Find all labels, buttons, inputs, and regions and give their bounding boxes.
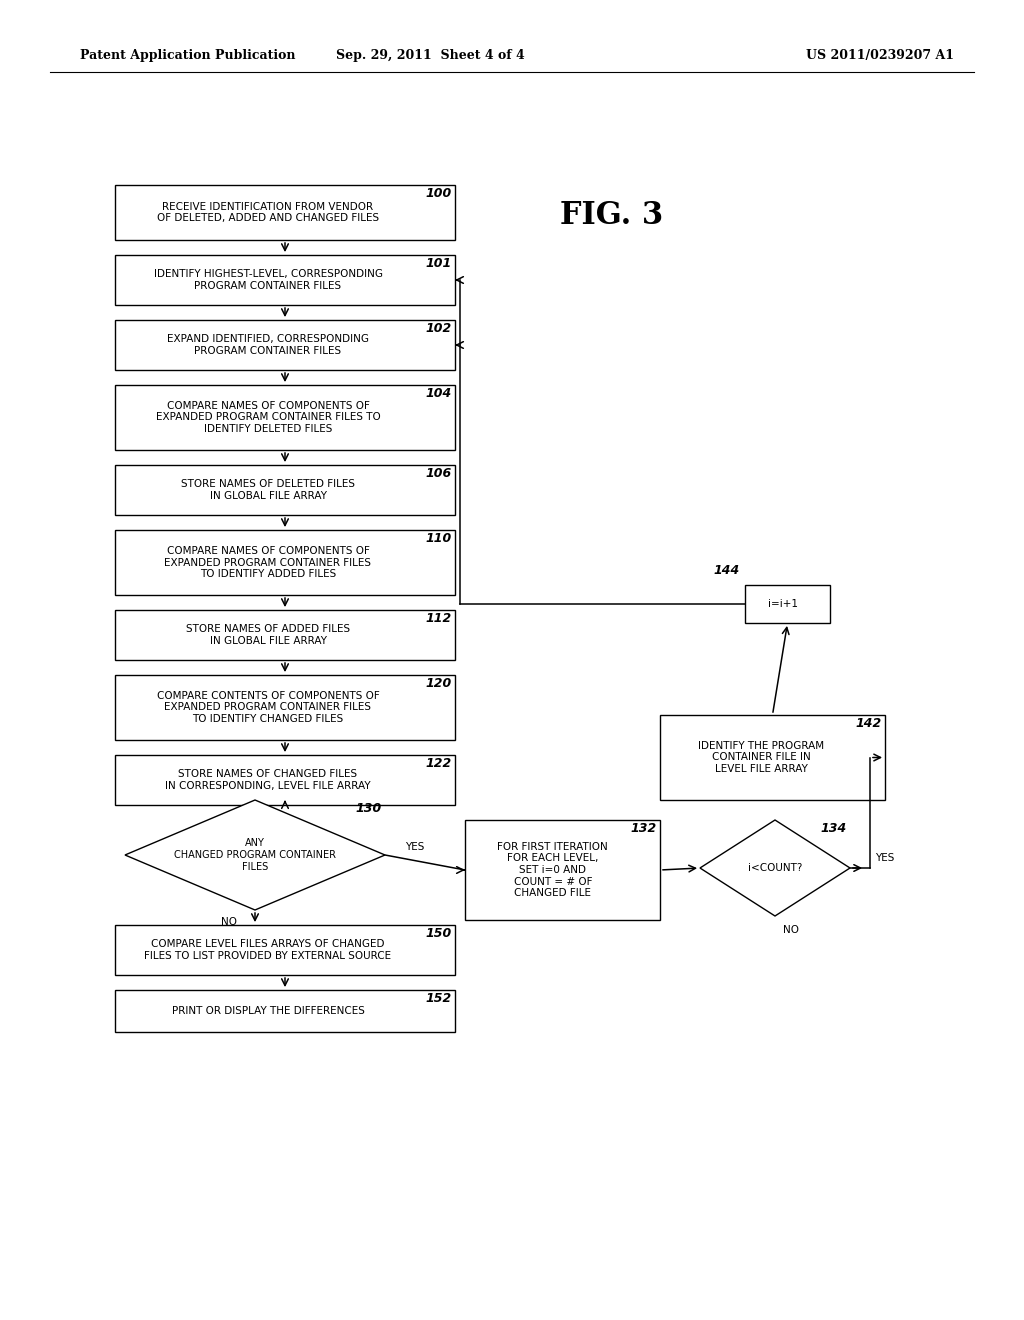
Text: NO: NO: [783, 925, 799, 935]
Text: 106: 106: [426, 467, 452, 480]
FancyBboxPatch shape: [115, 385, 455, 450]
Text: FIG. 3: FIG. 3: [560, 199, 664, 231]
Text: 120: 120: [426, 677, 452, 690]
FancyBboxPatch shape: [115, 990, 455, 1032]
Text: COMPARE LEVEL FILES ARRAYS OF CHANGED
FILES TO LIST PROVIDED BY EXTERNAL SOURCE: COMPARE LEVEL FILES ARRAYS OF CHANGED FI…: [144, 940, 391, 961]
Text: 100: 100: [426, 187, 452, 201]
Text: i=i+1: i=i+1: [768, 599, 799, 609]
Text: 144: 144: [714, 564, 740, 577]
Text: RECEIVE IDENTIFICATION FROM VENDOR
OF DELETED, ADDED AND CHANGED FILES: RECEIVE IDENTIFICATION FROM VENDOR OF DE…: [157, 202, 379, 223]
Text: EXPAND IDENTIFIED, CORRESPONDING
PROGRAM CONTAINER FILES: EXPAND IDENTIFIED, CORRESPONDING PROGRAM…: [167, 334, 369, 356]
Text: IDENTIFY HIGHEST-LEVEL, CORRESPONDING
PROGRAM CONTAINER FILES: IDENTIFY HIGHEST-LEVEL, CORRESPONDING PR…: [154, 269, 383, 290]
FancyBboxPatch shape: [115, 185, 455, 240]
FancyBboxPatch shape: [115, 925, 455, 975]
Text: Patent Application Publication: Patent Application Publication: [80, 49, 296, 62]
FancyBboxPatch shape: [115, 755, 455, 805]
Text: US 2011/0239207 A1: US 2011/0239207 A1: [806, 49, 954, 62]
Text: YES: YES: [406, 842, 425, 851]
Text: 122: 122: [426, 756, 452, 770]
Text: 110: 110: [426, 532, 452, 545]
Text: COMPARE CONTENTS OF COMPONENTS OF
EXPANDED PROGRAM CONTAINER FILES
TO IDENTIFY C: COMPARE CONTENTS OF COMPONENTS OF EXPAND…: [157, 690, 379, 725]
Polygon shape: [700, 820, 850, 916]
Text: STORE NAMES OF DELETED FILES
IN GLOBAL FILE ARRAY: STORE NAMES OF DELETED FILES IN GLOBAL F…: [181, 479, 355, 500]
Text: 150: 150: [426, 927, 452, 940]
FancyBboxPatch shape: [115, 255, 455, 305]
Text: NO: NO: [221, 917, 237, 927]
Text: 102: 102: [426, 322, 452, 335]
FancyBboxPatch shape: [115, 465, 455, 515]
Text: COMPARE NAMES OF COMPONENTS OF
EXPANDED PROGRAM CONTAINER FILES TO
IDENTIFY DELE: COMPARE NAMES OF COMPONENTS OF EXPANDED …: [156, 401, 380, 434]
Text: STORE NAMES OF ADDED FILES
IN GLOBAL FILE ARRAY: STORE NAMES OF ADDED FILES IN GLOBAL FIL…: [186, 624, 350, 645]
Text: PRINT OR DISPLAY THE DIFFERENCES: PRINT OR DISPLAY THE DIFFERENCES: [172, 1006, 365, 1016]
Text: 104: 104: [426, 387, 452, 400]
Text: 132: 132: [631, 822, 657, 836]
FancyBboxPatch shape: [465, 820, 660, 920]
FancyBboxPatch shape: [660, 715, 885, 800]
Text: 130: 130: [355, 803, 382, 814]
Text: 134: 134: [821, 822, 847, 836]
Text: ANY
CHANGED PROGRAM CONTAINER
FILES: ANY CHANGED PROGRAM CONTAINER FILES: [174, 838, 336, 871]
Text: i<COUNT?: i<COUNT?: [748, 863, 802, 873]
FancyBboxPatch shape: [115, 610, 455, 660]
Text: IDENTIFY THE PROGRAM
CONTAINER FILE IN
LEVEL FILE ARRAY: IDENTIFY THE PROGRAM CONTAINER FILE IN L…: [698, 741, 824, 774]
Text: STORE NAMES OF CHANGED FILES
IN CORRESPONDING, LEVEL FILE ARRAY: STORE NAMES OF CHANGED FILES IN CORRESPO…: [165, 770, 371, 791]
Text: FOR FIRST ITERATION
FOR EACH LEVEL,
SET i=0 AND
COUNT = # OF
CHANGED FILE: FOR FIRST ITERATION FOR EACH LEVEL, SET …: [498, 842, 608, 898]
Text: 112: 112: [426, 612, 452, 624]
Text: YES: YES: [874, 853, 894, 863]
Text: 101: 101: [426, 257, 452, 271]
Text: Sep. 29, 2011  Sheet 4 of 4: Sep. 29, 2011 Sheet 4 of 4: [336, 49, 524, 62]
Text: 142: 142: [856, 717, 882, 730]
Text: COMPARE NAMES OF COMPONENTS OF
EXPANDED PROGRAM CONTAINER FILES
TO IDENTIFY ADDE: COMPARE NAMES OF COMPONENTS OF EXPANDED …: [165, 546, 372, 579]
FancyBboxPatch shape: [115, 319, 455, 370]
FancyBboxPatch shape: [115, 675, 455, 741]
FancyBboxPatch shape: [745, 585, 830, 623]
Polygon shape: [125, 800, 385, 909]
FancyBboxPatch shape: [115, 531, 455, 595]
Text: 152: 152: [426, 993, 452, 1005]
